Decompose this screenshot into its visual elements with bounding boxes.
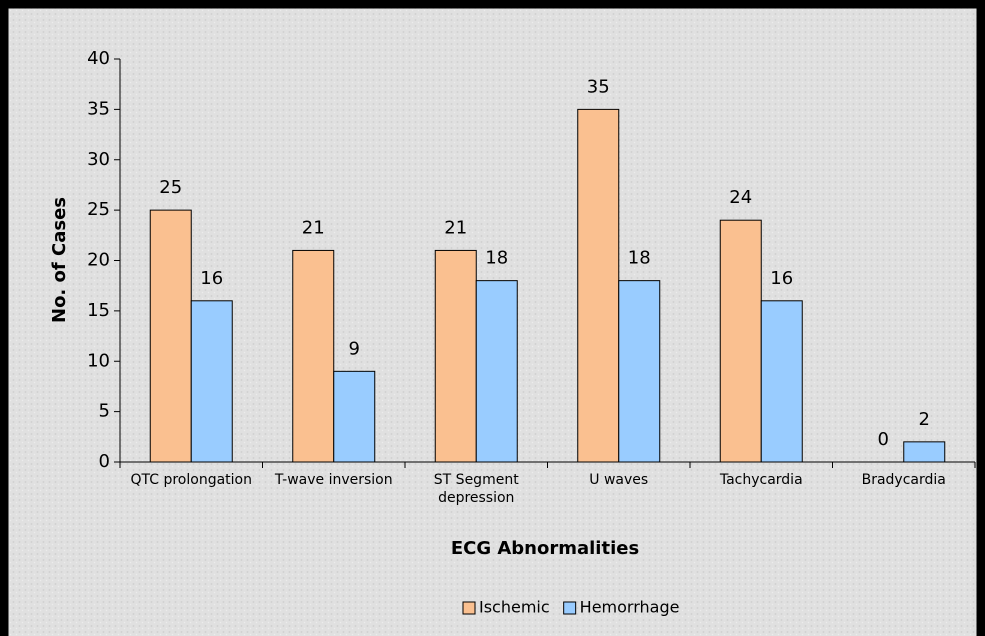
bar <box>190 300 233 463</box>
x-tick-label: T-wave inversion <box>274 472 393 488</box>
bar <box>333 370 376 463</box>
data-label: 0 <box>878 429 889 450</box>
y-tick-label: 10 <box>87 350 110 371</box>
y-tick-label: 15 <box>87 300 110 321</box>
legend-swatch <box>462 601 476 615</box>
x-tick-label: Tachycardia <box>719 472 803 488</box>
data-label: 35 <box>587 76 610 97</box>
data-label: 9 <box>349 338 360 359</box>
data-label: 16 <box>770 268 793 289</box>
x-tick-label: ST Segment depression <box>433 472 519 506</box>
data-label: 24 <box>729 187 752 208</box>
y-tick-label: 40 <box>87 48 110 69</box>
bar <box>577 108 620 463</box>
data-label: 18 <box>628 248 651 269</box>
bar <box>292 249 335 463</box>
data-label: 25 <box>159 177 182 198</box>
data-label: 18 <box>485 248 508 269</box>
data-label: 2 <box>919 409 930 430</box>
y-tick-label: 5 <box>99 401 110 422</box>
bar <box>760 300 803 463</box>
bar <box>719 219 762 463</box>
y-tick-label: 30 <box>87 149 110 170</box>
legend-label: Hemorrhage <box>580 598 680 617</box>
legend-label: Ischemic <box>479 598 550 617</box>
bar <box>434 249 477 463</box>
y-tick-label: 20 <box>87 250 110 271</box>
bar <box>618 280 661 463</box>
y-tick-label: 25 <box>87 199 110 220</box>
x-tick-label: U waves <box>589 472 649 488</box>
y-tick-label: 0 <box>99 451 110 472</box>
x-tick-label: QTC prolongation <box>130 472 253 488</box>
data-label: 16 <box>200 268 223 289</box>
y-tick-label: 35 <box>87 98 110 119</box>
x-axis-title: ECG Abnormalities <box>451 538 639 559</box>
legend-swatch <box>563 601 577 615</box>
x-tick-label: Bradycardia <box>861 472 946 488</box>
y-axis-title: No. of Cases <box>49 197 70 323</box>
data-label: 21 <box>302 217 325 238</box>
data-label: 21 <box>444 217 467 238</box>
bar <box>149 209 192 463</box>
bar <box>475 280 518 463</box>
bar <box>903 441 946 463</box>
